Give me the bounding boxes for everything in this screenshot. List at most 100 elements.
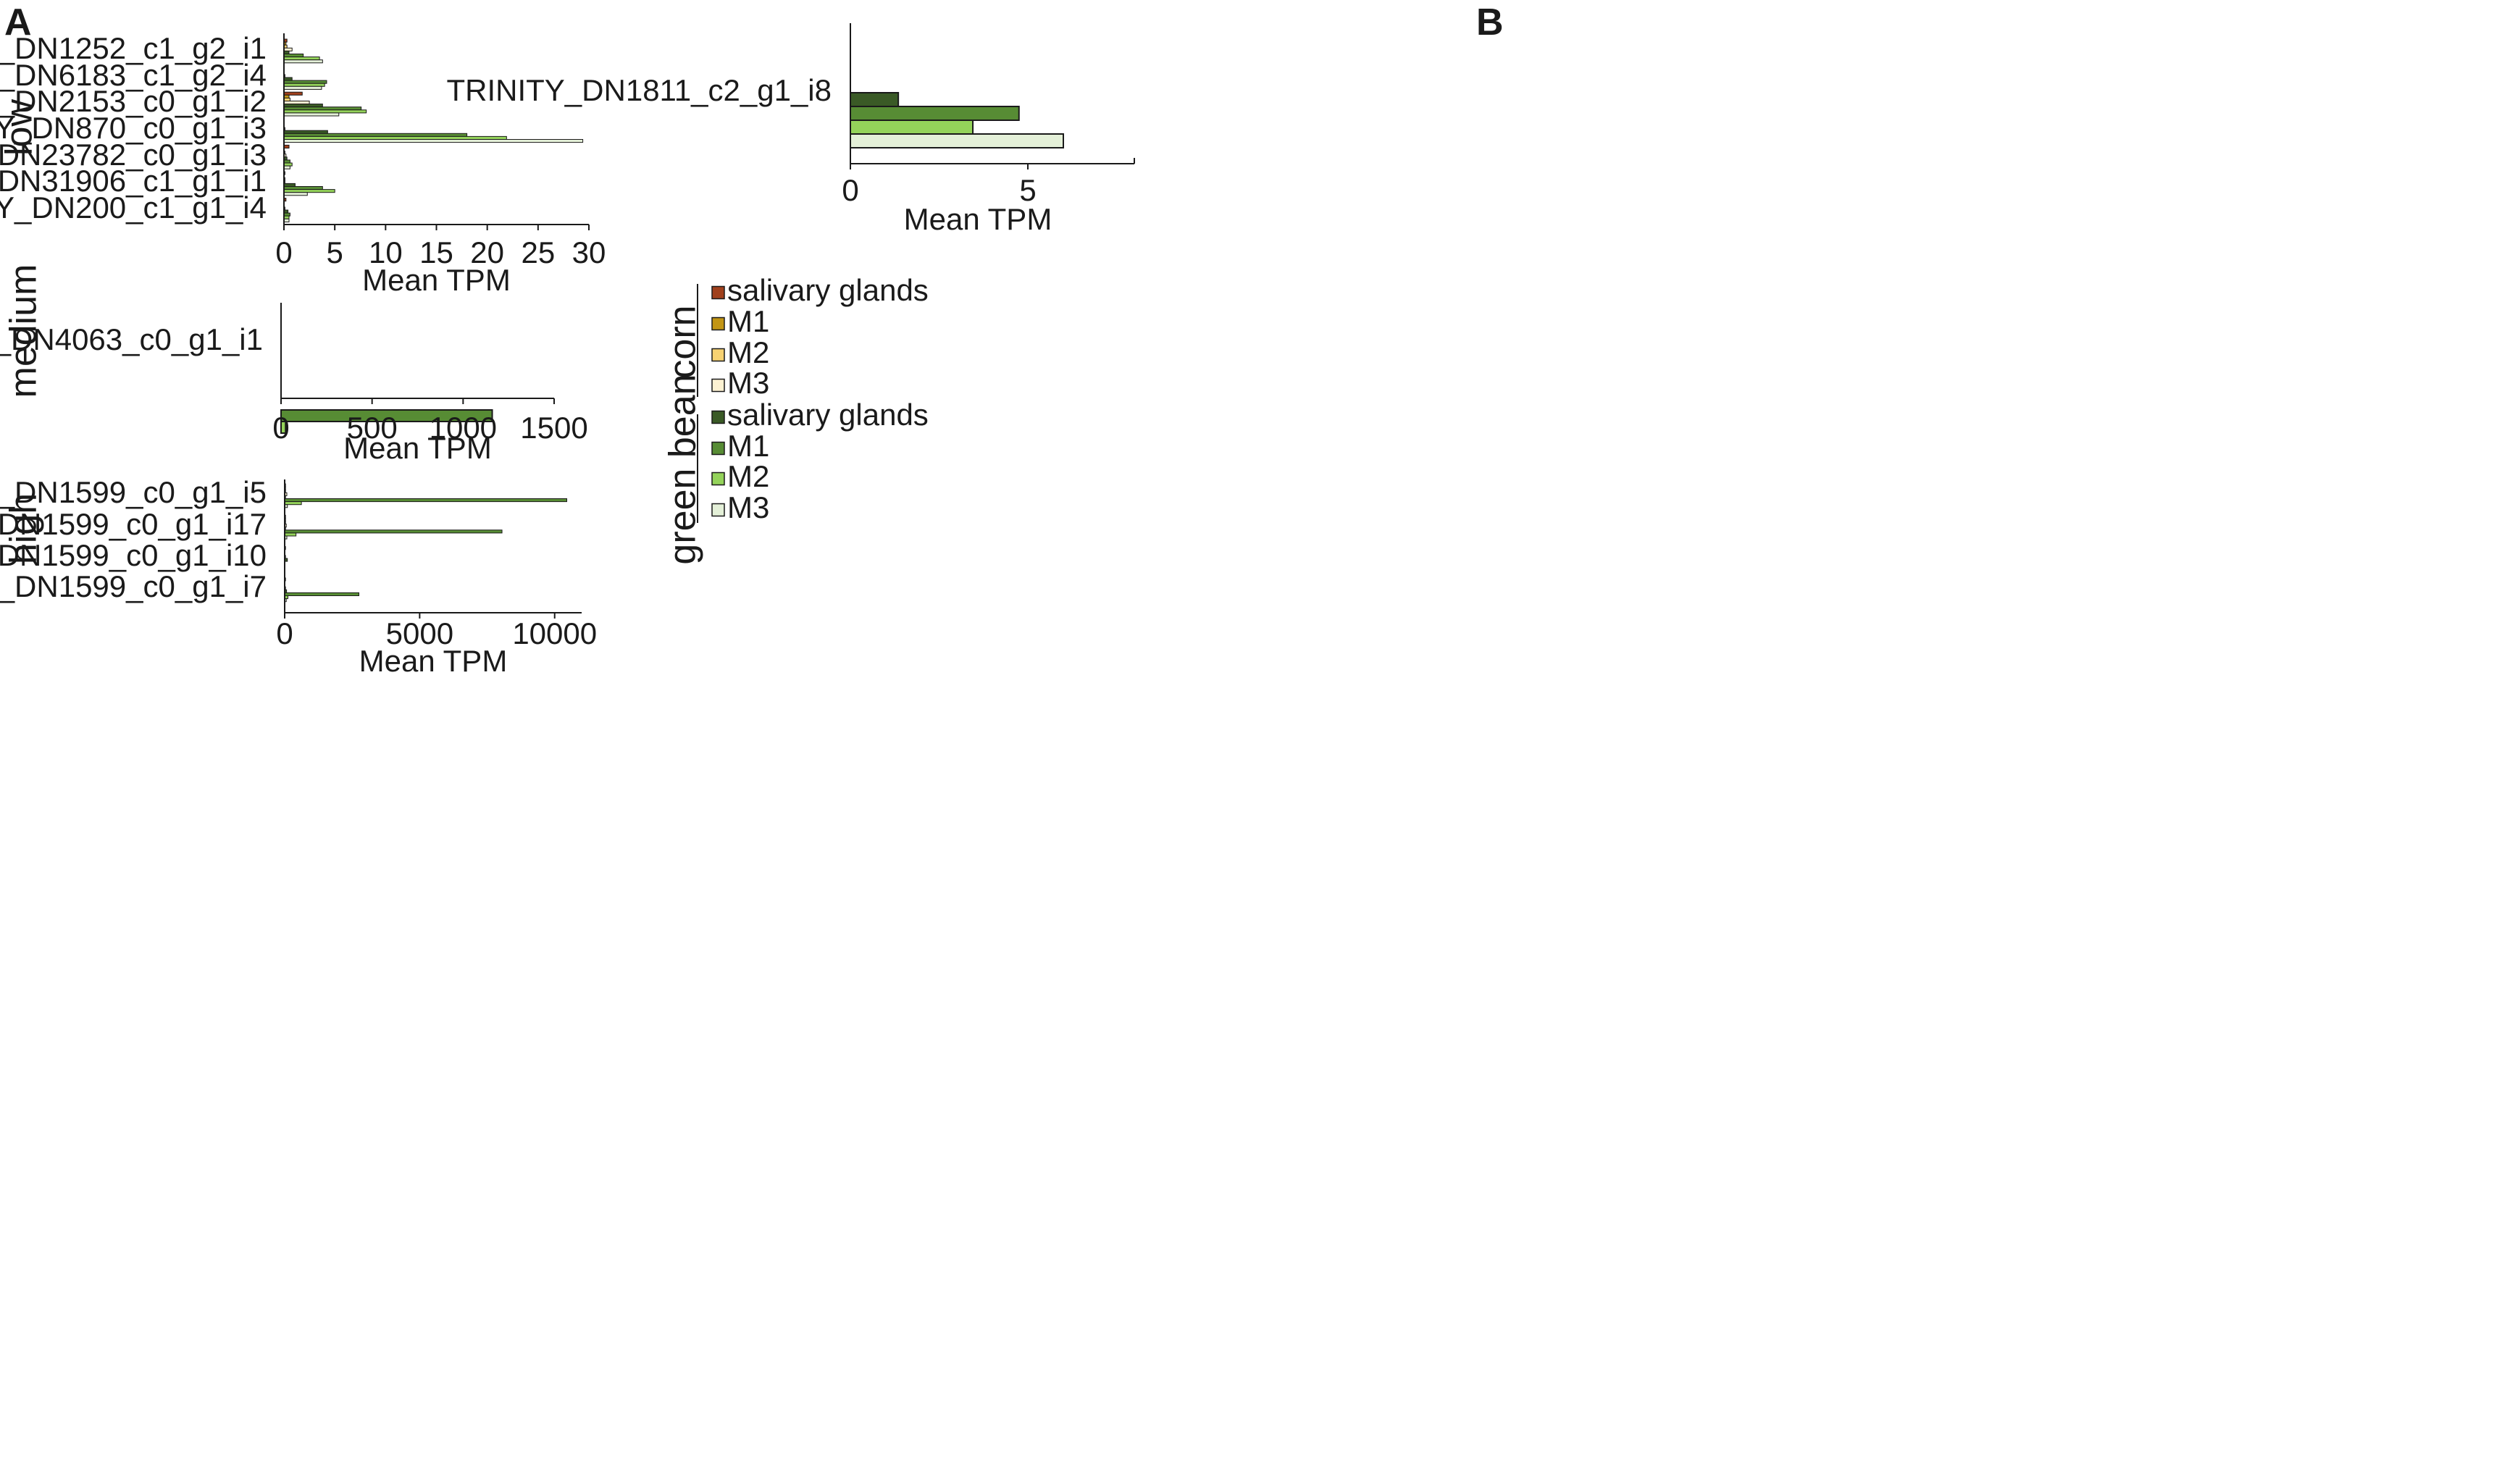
x-tick-label-panelB-5: 5 (1019, 173, 1036, 207)
bar-low-trinity-dn870-c0-g1-i3-gb_M1 (283, 133, 468, 137)
bar-low-trinity-dn200-c1-g1-i4-gb_M1 (283, 212, 290, 217)
bar-high-trinity-dn1599-c0-g1-i5-gb_M1 (284, 498, 567, 503)
bar-panelB-trinity-dn1811-c2-g1-i8-gb_M3 (850, 133, 1064, 148)
bar-panelB-trinity-dn1811-c2-g1-i8-gb_M2 (850, 120, 974, 135)
bar-low-trinity-dn1252-c1-g2-i1-gb_M3 (283, 59, 323, 64)
charts-layer: TRINITY_DN1252_c1_g2_i1TRINITY_DN6183_c1… (0, 23, 1135, 678)
group-label-low: low (0, 99, 41, 156)
x-tick-label-high-10000: 10000 (512, 616, 597, 650)
legend-group-label-corn: corn (662, 305, 704, 378)
bar-low-trinity-dn2153-c0-g1-i2-corn_M3 (283, 101, 310, 105)
category-label-trinity-dn1599-c0-g1-i10: TRINITY_DN1599_c0_g1_i10 (0, 538, 267, 572)
bar-low-trinity-dn870-c0-g1-i3-gb_M2 (283, 135, 507, 140)
bar-low-trinity-dn31906-c1-g1-i1-gb_salivary_glands (283, 183, 296, 187)
legend-label-gb_M3: M3 (727, 490, 769, 524)
x-tick-label-medium-0: 0 (272, 411, 289, 445)
legend-label-corn_M3: M3 (727, 366, 769, 400)
category-label-trinity-dn200-c1-g1-i4: TRINITY_DN200_c1_g1_i4 (0, 190, 267, 225)
bar-low-trinity-dn6183-c1-g2-i4-gb_M2 (283, 83, 325, 87)
bar-low-trinity-dn1252-c1-g2-i1-gb_salivary_glands (283, 50, 290, 55)
legend-swatch-corn_M3 (711, 378, 725, 393)
bar-high-trinity-dn1599-c0-g1-i7-gb_M1 (284, 592, 359, 597)
bar-low-trinity-dn1252-c1-g2-i1-gb_M1 (283, 54, 304, 58)
x-axis-title-high: Mean TPM (359, 644, 508, 678)
x-tick-label-low-20: 20 (470, 235, 504, 269)
group-label-medium: medium (3, 264, 45, 398)
bar-low-trinity-dn23782-c0-g1-i3-gb_M2 (283, 162, 293, 167)
bar-low-trinity-dn2153-c0-g1-i2-gb_M1 (283, 106, 362, 111)
bar-low-trinity-dn1252-c1-g2-i1-corn_M3 (283, 47, 293, 51)
legend-group-label-green-bean: green bean (662, 374, 704, 564)
bar-low-trinity-dn200-c1-g1-i4-gb_M2 (283, 215, 290, 219)
legend-swatch-gb_M2 (711, 472, 725, 486)
x-axis-title-panelB: Mean TPM (904, 202, 1052, 236)
x-tick-label-medium-500: 500 (347, 411, 398, 445)
x-tick-label-low-0: 0 (275, 235, 292, 269)
x-tick-label-low-5: 5 (326, 235, 343, 269)
chart-low: TRINITY_DN1252_c1_g2_i1TRINITY_DN6183_c1… (0, 31, 606, 297)
group-label-high: high (3, 493, 45, 564)
x-tick-label-low-15: 15 (419, 235, 453, 269)
x-axis-title-low: Mean TPM (362, 263, 511, 297)
bar-low-trinity-dn200-c1-g1-i4-gb_M3 (283, 218, 290, 222)
category-label-trinity-dn6183-c1-g2-i4: TRINITY_DN6183_c1_g2_i4 (0, 58, 267, 92)
x-tick-label-panelB-0: 0 (842, 173, 858, 207)
category-label-trinity-dn31906-c1-g1-i1: TRINITY_DN31906_c1_g1_i1 (0, 164, 267, 198)
bar-high-trinity-dn1599-c0-g1-i17-gb_M2 (284, 532, 297, 537)
x-tick-label-high-5000: 5000 (386, 616, 453, 650)
legend-label-gb_M2: M2 (727, 459, 769, 493)
category-label-trinity-dn1599-c0-g1-i5: TRINITY_DN1599_c0_g1_i5 (0, 475, 267, 509)
bar-low-trinity-dn2153-c0-g1-i2-gb_M3 (283, 112, 340, 117)
x-tick-label-high-0: 0 (276, 616, 293, 650)
category-label-trinity-dn870-c0-g1-i3: TRINITY_DN870_c0_g1_i3 (0, 111, 267, 145)
bar-high-trinity-dn1599-c0-g1-i5-gb_M2 (284, 501, 302, 506)
bar-low-trinity-dn870-c0-g1-i3-gb_salivary_glands (283, 130, 328, 134)
x-tick-label-low-25: 25 (521, 235, 555, 269)
bar-panelB-trinity-dn1811-c2-g1-i8-gb_salivary_glands (850, 92, 900, 107)
panel-b-label: B (1476, 1, 1504, 43)
legend-label-gb_M1: M1 (727, 429, 769, 463)
category-label-trinity-dn2153-c0-g1-i2: TRINITY_DN2153_c0_g1_i2 (0, 84, 267, 118)
bar-medium-trinity-dn4063-c0-g1-i1-gb_M1 (280, 409, 493, 422)
x-tick-label-medium-1500: 1500 (520, 411, 587, 445)
category-label-trinity-dn4063-c0-g1-i1: TRINITY_DN4063_c0_g1_i1 (0, 322, 263, 356)
bar-low-trinity-dn2153-c0-g1-i2-gb_salivary_glands (283, 104, 323, 108)
x-tick-label-low-30: 30 (572, 235, 606, 269)
chart-medium: TRINITY_DN4063_c0_g1_i1 0 500 1000 1500 Mean … (0, 264, 588, 466)
x-tick-label-medium-1000: 1000 (430, 411, 497, 445)
legend-label-corn_M1: M1 (727, 304, 769, 338)
category-label-trinity-dn1599-c0-g1-i7: TRINITY_DN1599_c0_g1_i7 (0, 569, 267, 603)
legend-swatch-gb_M3 (711, 503, 725, 517)
bar-panelB-trinity-dn1811-c2-g1-i8-gb_M1 (850, 106, 1020, 121)
bar-low-trinity-dn1252-c1-g2-i1-gb_M2 (283, 56, 320, 61)
bar-low-trinity-dn6183-c1-g2-i4-gb_M3 (283, 85, 322, 90)
bar-low-trinity-dn31906-c1-g1-i1-gb_M1 (283, 186, 323, 190)
category-label-trinity-dn1811-c2-g1-i8: TRINITY_DN1811_c2_g1_i8 (446, 73, 832, 107)
bar-low-trinity-dn2153-c0-g1-i2-corn_salivary_glands (283, 91, 303, 96)
bar-low-trinity-dn2153-c0-g1-i2-corn_M1 (283, 94, 290, 99)
bar-high-trinity-dn1599-c0-g1-i17-gb_M1 (284, 529, 503, 534)
chart-high: TRINITY_DN1599_c0_g1_i5TRINITY_DN1599_c0… (0, 475, 597, 678)
legend-label-corn_salivary_glands: salivary glands (727, 273, 929, 307)
bar-low-trinity-dn6183-c1-g2-i4-gb_salivary_glands (283, 77, 293, 81)
category-label-trinity-dn1252-c1-g2-i1: TRINITY_DN1252_c1_g2_i1 (0, 31, 267, 65)
x-tick-label-low-10: 10 (369, 235, 403, 269)
category-label-trinity-dn1599-c0-g1-i17: TRINITY_DN1599_c0_g1_i17 (0, 507, 267, 541)
bar-low-trinity-dn23782-c0-g1-i3-corn_salivary_glands (283, 144, 290, 148)
bar-medium-trinity-dn4063-c0-g1-i1-gb_M2 (280, 421, 287, 434)
legend-label-corn_M2: M2 (727, 335, 769, 369)
bar-low-trinity-dn870-c0-g1-i3-gb_M3 (283, 139, 584, 143)
legend-label-gb_salivary_glands: salivary glands (727, 398, 929, 432)
x-axis-title-medium: Mean TPM (343, 431, 492, 465)
bar-low-trinity-dn31906-c1-g1-i1-gb_M2 (283, 189, 335, 193)
bar-low-trinity-dn6183-c1-g2-i4-gb_M1 (283, 80, 327, 84)
legend-swatch-gb_salivary_glands (711, 410, 725, 424)
legend-swatch-gb_M1 (711, 441, 725, 456)
bar-low-trinity-dn23782-c0-g1-i3-gb_M1 (283, 159, 290, 164)
bar-low-trinity-dn31906-c1-g1-i1-gb_M3 (283, 192, 308, 196)
